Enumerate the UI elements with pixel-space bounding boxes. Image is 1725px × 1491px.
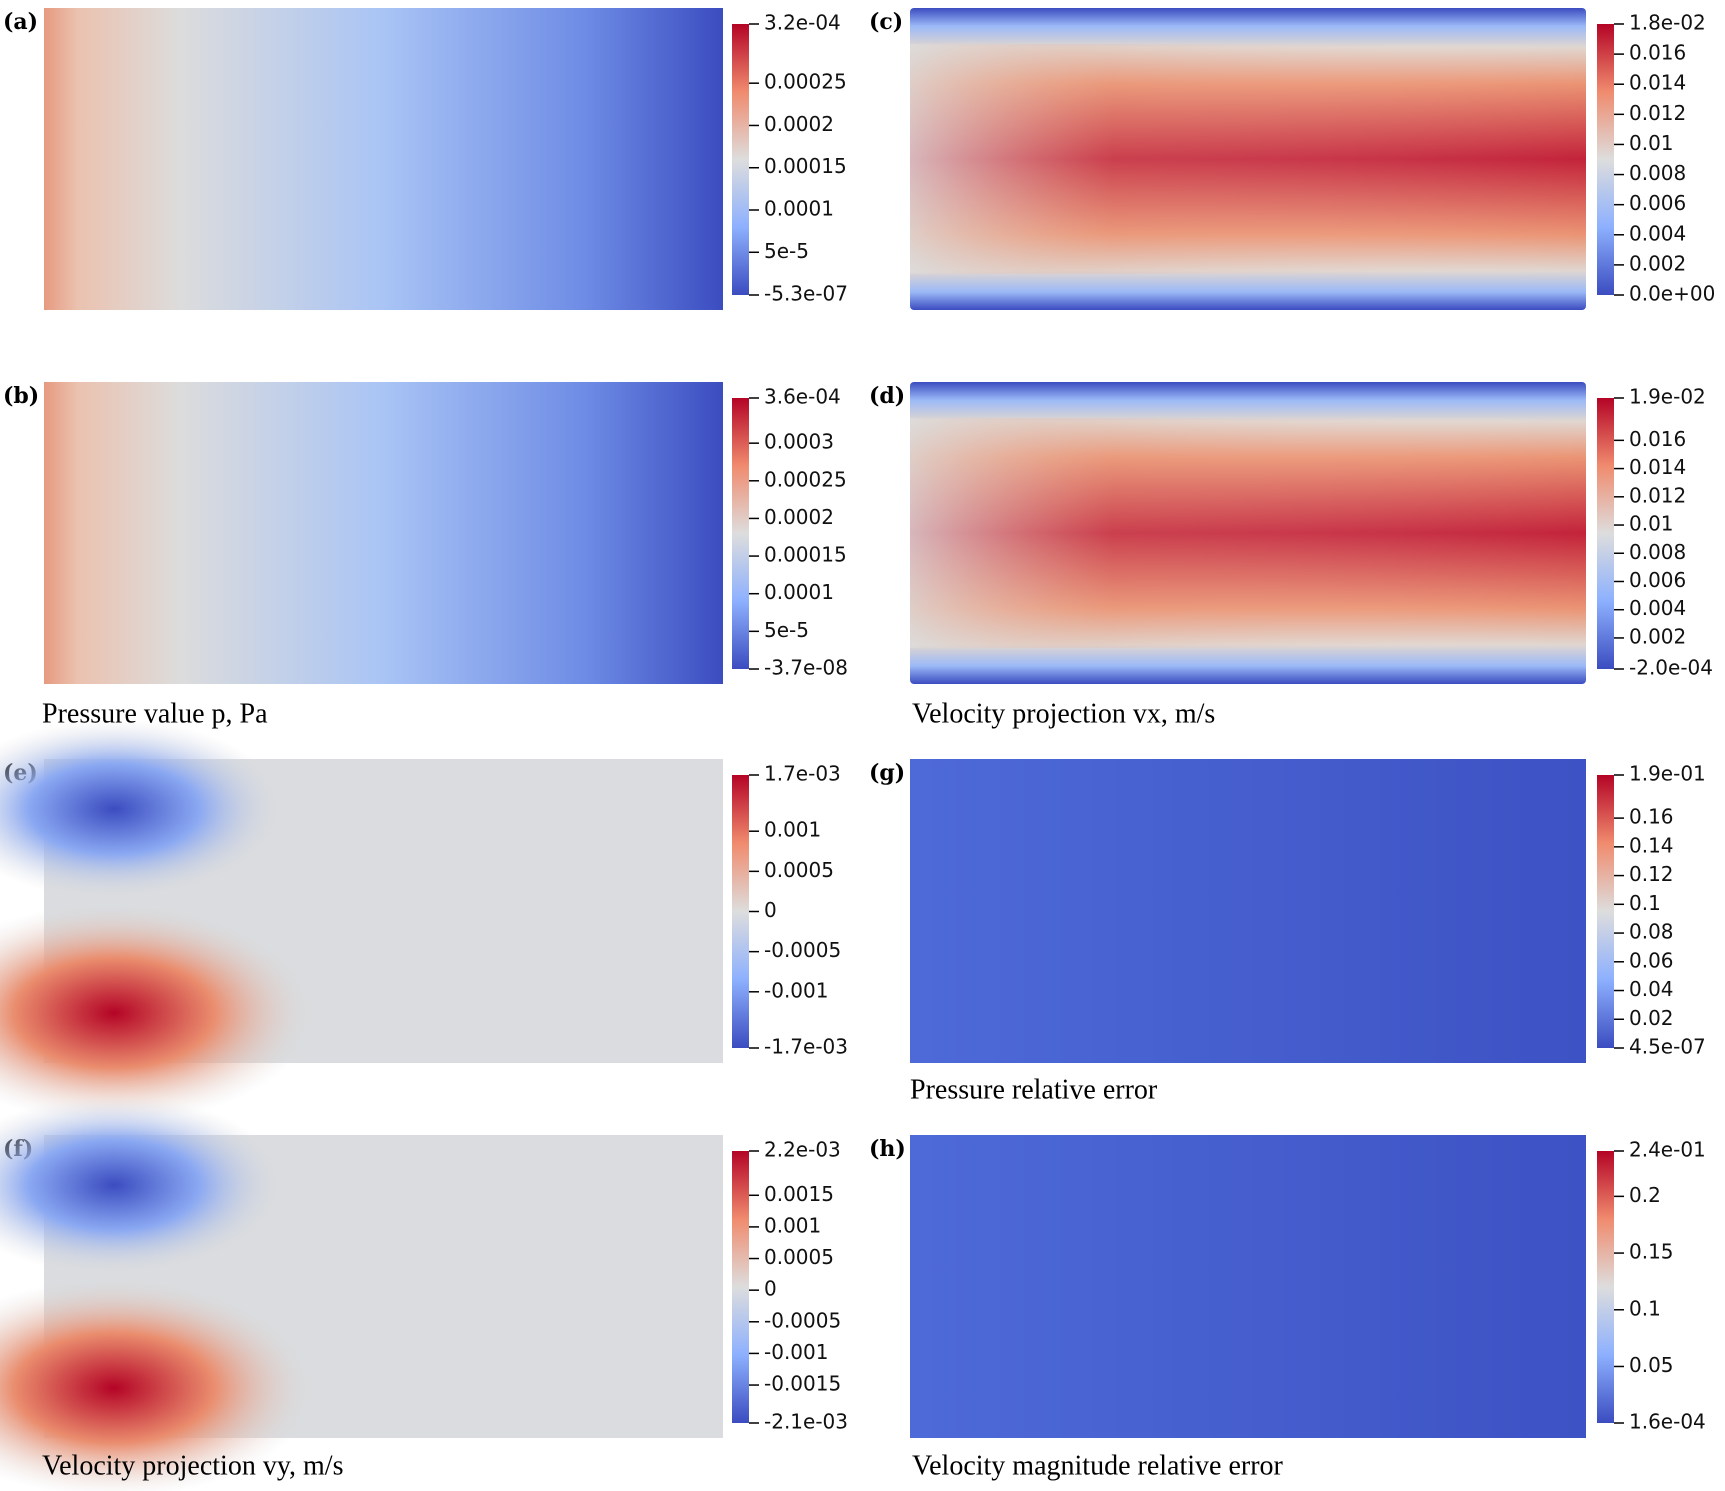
panel-label: (c) — [869, 9, 903, 35]
colorbar-tick-label: 0.12 — [1629, 862, 1674, 886]
colorbar-tick-label: 0.05 — [1629, 1353, 1674, 1377]
colorbar-tick-label: 0.004 — [1629, 596, 1686, 620]
panel-label: (b) — [3, 383, 39, 409]
colorbar-tick-label: 0 — [764, 898, 777, 922]
colorbar-tick-label: 0 — [764, 1277, 777, 1301]
colorbar-tick-label: 5e-5 — [764, 239, 809, 263]
caption: Pressure value p, Pa — [42, 698, 268, 729]
colorbar-tick-label: 3.6e-04 — [764, 385, 841, 409]
colorbar — [732, 1151, 749, 1423]
colorbar-tick-label: 2.4e-01 — [1629, 1138, 1706, 1162]
colorbar-tick-label: 0.006 — [1629, 568, 1686, 592]
colorbar-tick-label: 0.0001 — [764, 580, 834, 604]
colorbar-tick-label: 0.1 — [1629, 891, 1661, 915]
colorbar-tick-label: -0.0005 — [764, 938, 841, 962]
caption: Pressure relative error — [910, 1074, 1158, 1105]
colorbar-tick-label: -2.1e-03 — [764, 1410, 848, 1434]
colorbar-tick-label: 0.15 — [1629, 1240, 1674, 1264]
colorbar-tick-label: 0.0002 — [764, 112, 834, 136]
caption: Velocity projection vx, m/s — [912, 698, 1215, 729]
colorbar-tick-label: 1.7e-03 — [764, 762, 841, 786]
colorbar-tick-label: 0.06 — [1629, 948, 1674, 972]
panel-label: (h) — [869, 1136, 906, 1162]
panel-label: (d) — [869, 383, 905, 409]
colorbar-tick-label: 0.008 — [1629, 161, 1686, 185]
colorbar-tick-label: 0.002 — [1629, 251, 1686, 275]
colorbar-tick-label: 0.00025 — [764, 467, 847, 491]
colorbar-tick-label: 0.016 — [1629, 41, 1686, 65]
colorbar-tick-label: -1.7e-03 — [764, 1035, 848, 1059]
colorbar-tick-label: 0.012 — [1629, 483, 1686, 507]
field-shade — [910, 418, 1586, 648]
colorbar-tick-label: 1.9e-01 — [1629, 762, 1706, 786]
colorbar-tick-label: 0.001 — [764, 1213, 821, 1237]
colorbar — [732, 24, 749, 295]
colorbar-tick-label: 2.2e-03 — [764, 1138, 841, 1162]
colorbar-tick-label: 1.6e-04 — [1629, 1410, 1706, 1434]
colorbar-tick-label: 0.08 — [1629, 920, 1674, 944]
colorbar-tick-label: 0.04 — [1629, 977, 1674, 1001]
panel-label: (a) — [3, 9, 38, 35]
colorbar — [732, 398, 749, 669]
colorbar-tick-label: 0.00015 — [764, 154, 847, 178]
colorbar-tick-label: -0.0015 — [764, 1372, 841, 1396]
colorbar-tick-label: 0.0002 — [764, 505, 834, 529]
colorbar-tick-label: 0.0003 — [764, 430, 834, 454]
colorbar-tick-label: 0.014 — [1629, 455, 1686, 479]
colorbar-tick-label: 5e-5 — [764, 618, 809, 642]
field — [910, 1135, 1586, 1438]
colorbar-tick-label: 0.004 — [1629, 221, 1686, 245]
colorbar-tick-label: 0.001 — [764, 818, 821, 842]
colorbar-tick-label: 0.00025 — [764, 70, 847, 94]
colorbar-tick-label: 0.00015 — [764, 543, 847, 567]
colorbar-tick-label: 0.02 — [1629, 1006, 1674, 1030]
colorbar — [1597, 775, 1614, 1048]
colorbar-tick-label: -0.001 — [764, 978, 828, 1002]
colorbar-tick-label: 0.2 — [1629, 1183, 1661, 1207]
field-red — [0, 903, 314, 1123]
colorbar-tick-label: 0.008 — [1629, 540, 1686, 564]
colorbar-tick-label: 0.0015 — [764, 1182, 834, 1206]
colorbar-tick-label: 0.006 — [1629, 191, 1686, 215]
colorbar-tick-label: -2.0e-04 — [1629, 656, 1713, 680]
colorbar-tick-label: 4.5e-07 — [1629, 1035, 1706, 1059]
colorbar — [732, 775, 749, 1048]
colorbar-tick-label: -5.3e-07 — [764, 282, 848, 306]
caption: Velocity magnitude relative error — [912, 1450, 1284, 1481]
field-shade — [910, 44, 1586, 274]
field — [44, 382, 723, 684]
colorbar-tick-label: 0.1 — [1629, 1296, 1661, 1320]
colorbar-tick-label: 0.014 — [1629, 71, 1686, 95]
colorbar-tick-label: 0.01 — [1629, 512, 1674, 536]
field-blue — [0, 719, 284, 899]
field-blue — [0, 1095, 284, 1275]
colorbar-tick-label: 0.012 — [1629, 101, 1686, 125]
colorbar — [1597, 398, 1614, 669]
colorbar-tick-label: 3.2e-04 — [764, 11, 841, 35]
colorbar-tick-label: 0.01 — [1629, 131, 1674, 155]
colorbar-tick-label: 0.16 — [1629, 805, 1674, 829]
colorbar-tick-label: 0.0e+00 — [1629, 282, 1715, 306]
colorbar-tick-label: 0.14 — [1629, 833, 1674, 857]
colorbar — [1597, 24, 1614, 295]
colorbar — [1597, 1151, 1614, 1423]
colorbar-tick-label: -0.001 — [764, 1340, 828, 1364]
field — [44, 8, 723, 310]
colorbar-tick-label: 0.002 — [1629, 624, 1686, 648]
colorbar-tick-label: -3.7e-08 — [764, 656, 848, 680]
colorbar-tick-label: 0.016 — [1629, 427, 1686, 451]
colorbar-tick-label: 1.8e-02 — [1629, 11, 1706, 35]
field — [910, 759, 1586, 1063]
panel-label: (g) — [869, 760, 905, 786]
colorbar-tick-label: 0.0005 — [764, 1245, 834, 1269]
field-red — [0, 1278, 314, 1491]
colorbar-tick-label: 0.0001 — [764, 197, 834, 221]
colorbar-tick-label: 0.0005 — [764, 858, 834, 882]
caption: Velocity projection vy, m/s — [42, 1450, 343, 1481]
colorbar-tick-label: 1.9e-02 — [1629, 385, 1706, 409]
colorbar-tick-label: -0.0005 — [764, 1308, 841, 1332]
